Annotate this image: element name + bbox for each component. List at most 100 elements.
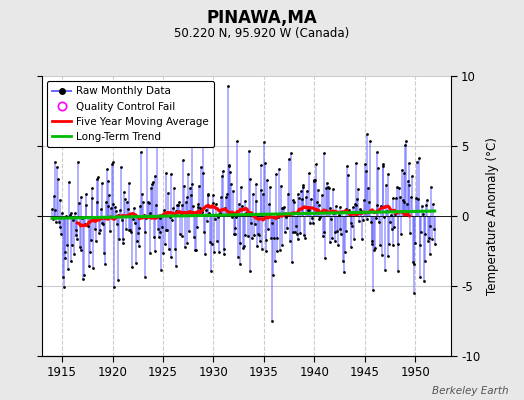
Point <box>291 229 299 235</box>
Point <box>352 202 361 208</box>
Point <box>128 216 137 222</box>
Point <box>113 212 122 218</box>
Point <box>154 226 162 232</box>
Point <box>180 183 188 190</box>
Point <box>408 173 416 179</box>
Point <box>185 228 193 234</box>
Point <box>177 209 185 216</box>
Point <box>105 192 113 199</box>
Point <box>237 184 245 190</box>
Point <box>68 242 77 248</box>
Point <box>232 214 241 220</box>
Point <box>413 196 422 202</box>
Point <box>287 150 295 156</box>
Point <box>215 248 224 255</box>
Point <box>224 83 232 89</box>
Point <box>223 191 231 197</box>
Point <box>113 221 121 227</box>
Point <box>273 235 281 241</box>
Point <box>179 157 188 164</box>
Point <box>412 195 420 202</box>
Point <box>56 197 64 203</box>
Point <box>110 284 118 290</box>
Point <box>280 204 288 210</box>
Point <box>220 251 228 257</box>
Point <box>302 194 310 200</box>
Point <box>170 185 178 192</box>
Point <box>351 201 359 208</box>
Point <box>183 194 192 200</box>
Point <box>111 204 119 210</box>
Point <box>306 220 314 226</box>
Point <box>74 159 82 165</box>
Point <box>406 230 414 236</box>
Point <box>117 217 126 223</box>
Point <box>347 220 356 226</box>
Point <box>83 214 92 220</box>
Point <box>187 192 195 198</box>
Point <box>100 250 108 256</box>
Point <box>333 228 341 234</box>
Point <box>217 194 225 200</box>
Point <box>118 240 127 246</box>
Point <box>93 176 102 182</box>
Point <box>71 231 80 238</box>
Point <box>145 210 154 217</box>
Point <box>185 185 194 192</box>
Point <box>203 218 211 224</box>
Point <box>140 274 149 280</box>
Point <box>267 220 276 226</box>
Point <box>370 247 378 254</box>
Point <box>84 222 92 229</box>
Point <box>316 214 324 220</box>
Point <box>391 210 399 217</box>
Point <box>88 194 96 201</box>
Point <box>308 214 316 221</box>
Point <box>230 231 238 237</box>
Point <box>326 239 334 245</box>
Point <box>413 159 421 165</box>
Point <box>77 194 85 200</box>
Point <box>417 229 425 235</box>
Point <box>73 236 81 242</box>
Point <box>298 196 306 202</box>
Point <box>228 214 236 221</box>
Point <box>231 224 239 231</box>
Point <box>49 216 57 222</box>
Point <box>132 260 140 266</box>
Point <box>169 205 177 212</box>
Point <box>379 161 388 168</box>
Point <box>149 179 157 186</box>
Point <box>50 159 59 165</box>
Point <box>200 229 209 236</box>
Point <box>337 230 345 237</box>
Point <box>245 148 253 154</box>
Point <box>274 214 282 220</box>
Point <box>424 238 432 244</box>
Point <box>340 268 348 275</box>
Point <box>150 172 159 179</box>
Point <box>94 174 103 180</box>
Point <box>227 180 235 187</box>
Point <box>284 190 292 197</box>
Point <box>285 155 293 162</box>
Point <box>281 229 289 236</box>
Point <box>117 164 125 170</box>
Point <box>272 248 281 254</box>
Point <box>235 200 243 207</box>
Point <box>59 274 67 280</box>
Point <box>252 180 260 187</box>
Point <box>399 170 408 176</box>
Point <box>90 215 99 222</box>
Point <box>210 249 219 256</box>
Point <box>267 235 275 241</box>
Point <box>312 161 320 167</box>
Point <box>275 166 283 172</box>
Point <box>328 234 336 241</box>
Point <box>52 219 60 225</box>
Point <box>400 199 409 205</box>
Legend: Raw Monthly Data, Quality Control Fail, Five Year Moving Average, Long-Term Tren: Raw Monthly Data, Quality Control Fail, … <box>47 81 214 147</box>
Point <box>364 184 373 191</box>
Point <box>199 124 207 130</box>
Point <box>67 210 75 217</box>
